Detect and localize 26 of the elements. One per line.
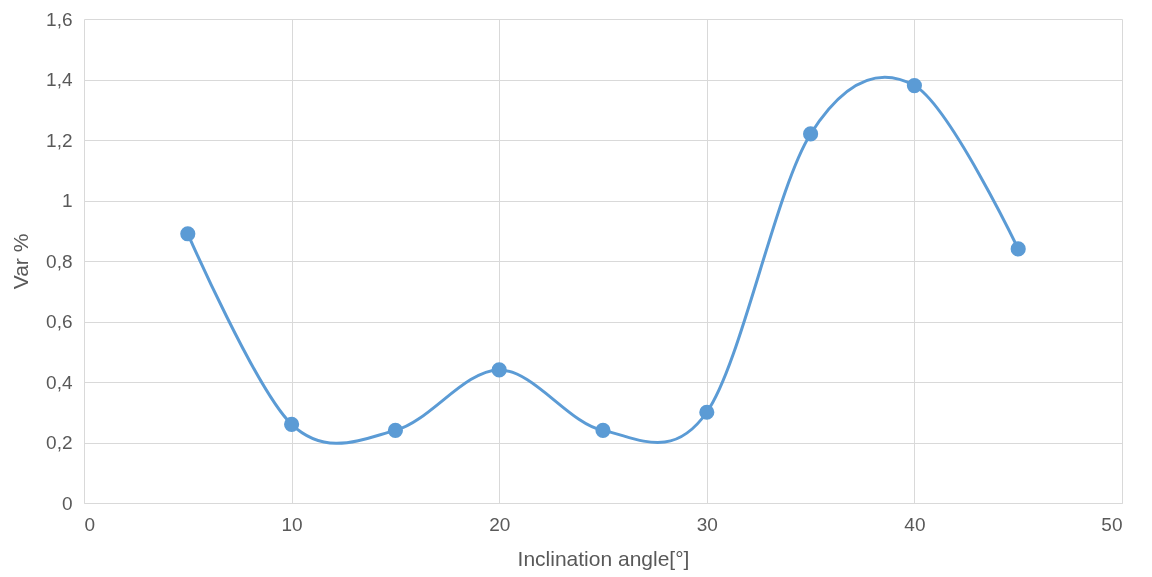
x-tick-label: 10 [281, 513, 303, 535]
y-tick-label: 1,4 [46, 69, 73, 90]
x-tick-label: 30 [696, 513, 718, 535]
x-tick-label: 20 [489, 513, 511, 535]
point [595, 422, 611, 438]
x-axis-title: Inclination angle[°] [517, 546, 690, 570]
point [491, 362, 507, 378]
y-tick-label: 0,6 [46, 311, 73, 332]
y-tick-label: 1 [61, 190, 73, 211]
x-tick-label: 0 [84, 513, 96, 535]
y-tick-label: 1,2 [46, 129, 73, 151]
y-tick-label: 0,2 [46, 432, 73, 453]
y-axis-title: Var % [9, 233, 33, 290]
y-tick-label: 0,8 [46, 250, 73, 272]
y-tick-label: 1,6 [46, 8, 73, 30]
point [699, 404, 715, 420]
point [803, 126, 819, 142]
y-tick-label: 0,4 [46, 371, 73, 393]
point [387, 422, 403, 438]
point [906, 77, 922, 94]
point [1010, 241, 1026, 257]
point [284, 416, 300, 432]
y-tick-label: 0 [61, 492, 73, 514]
point [180, 226, 196, 242]
x-tick-label: 50 [1101, 513, 1123, 535]
x-tick-label: 40 [904, 513, 926, 535]
